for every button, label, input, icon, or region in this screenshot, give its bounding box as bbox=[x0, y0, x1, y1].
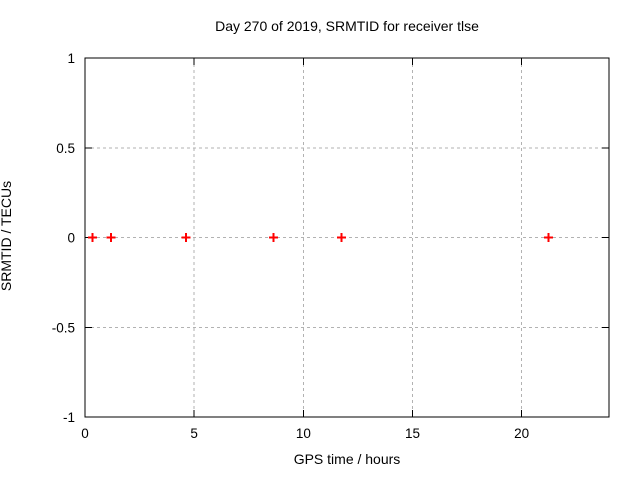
x-tick-label: 20 bbox=[514, 426, 529, 441]
y-tick-label: 0 bbox=[67, 231, 75, 246]
y-tick-label: -1 bbox=[63, 410, 75, 425]
chart-title: Day 270 of 2019, SRMTID for receiver tls… bbox=[215, 18, 479, 34]
x-tick-label: 5 bbox=[190, 426, 198, 441]
y-tick-label: 1 bbox=[67, 51, 75, 66]
plot-border bbox=[84, 57, 610, 418]
y-tick-label: 0.5 bbox=[56, 141, 75, 156]
x-tick-label: 15 bbox=[405, 426, 420, 441]
x-tick-label: 10 bbox=[296, 426, 311, 441]
y-tick-label: -0.5 bbox=[52, 320, 75, 335]
x-axis-label: GPS time / hours bbox=[293, 451, 401, 467]
x-tick-label: 0 bbox=[81, 426, 89, 441]
